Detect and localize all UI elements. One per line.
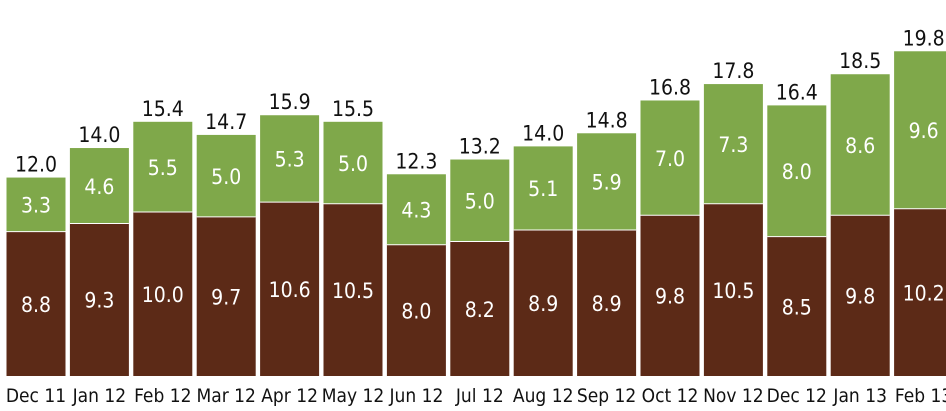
bar-value-label-bottom: 10.5 xyxy=(712,279,754,303)
bar-total-label: 16.8 xyxy=(649,75,691,99)
x-tick-label: Sep 12 xyxy=(577,385,636,407)
bar-value-label-bottom: 9.8 xyxy=(655,285,685,309)
bar-value-label-bottom: 8.9 xyxy=(592,292,622,316)
bar-value-label-top: 5.0 xyxy=(211,165,241,189)
bar-segment-top xyxy=(830,74,890,216)
bar-segment-top xyxy=(513,146,573,231)
bar-segment-top xyxy=(196,134,256,217)
bar-segment-bottom xyxy=(133,212,193,376)
bar-value-label-bottom: 8.5 xyxy=(782,295,812,319)
bar-segment-bottom xyxy=(703,203,763,376)
bar-total-label: 16.4 xyxy=(776,80,818,104)
x-tick-label: Apr 12 xyxy=(261,385,318,407)
bar-value-label-top: 5.5 xyxy=(148,156,178,180)
bar-segment-top xyxy=(386,174,446,245)
bar-segment-bottom xyxy=(386,244,446,376)
x-tick-label: Nov 12 xyxy=(703,385,764,407)
bar-total-label: 15.9 xyxy=(269,90,311,114)
bar-segment-bottom xyxy=(323,203,383,376)
bar-value-label-top: 5.9 xyxy=(592,171,622,195)
bar-value-label-top: 8.6 xyxy=(845,134,875,158)
x-tick-label: Jun 12 xyxy=(388,385,443,407)
bar-value-label-top: 3.3 xyxy=(21,194,51,218)
bar-total-label: 14.8 xyxy=(586,108,628,132)
x-tick-label: Jan 12 xyxy=(72,385,127,407)
bar-segment-bottom xyxy=(196,216,256,376)
bar-value-label-top: 5.1 xyxy=(528,177,558,201)
bar-total-label: 13.2 xyxy=(459,135,501,159)
bar-value-label-bottom: 10.6 xyxy=(269,278,311,302)
bar-segment-bottom xyxy=(260,202,320,376)
bar-segment-top xyxy=(323,121,383,204)
bar-segment-top xyxy=(640,100,700,216)
bar-value-label-top: 5.0 xyxy=(465,190,495,214)
bar-value-label-bottom: 10.5 xyxy=(332,279,374,303)
bar-segment-bottom xyxy=(894,208,946,376)
x-tick-label: Feb 13 xyxy=(895,385,946,407)
bar-total-label: 17.8 xyxy=(712,59,754,83)
x-tick-label: Feb 12 xyxy=(134,385,191,407)
bar-segment-top xyxy=(450,159,510,242)
bar-value-label-top: 4.3 xyxy=(401,199,431,223)
bar-segment-bottom xyxy=(640,215,700,376)
bar-value-label-bottom: 8.9 xyxy=(528,292,558,316)
bar-value-label-bottom: 9.3 xyxy=(84,289,114,313)
bar-total-label: 19.8 xyxy=(903,26,945,50)
bar-value-label-bottom: 10.0 xyxy=(142,283,184,307)
bar-segment-top xyxy=(703,84,763,204)
bar-segment-bottom xyxy=(450,241,510,376)
bar-value-label-top: 7.3 xyxy=(718,133,748,157)
bar-segment-bottom xyxy=(513,230,573,376)
bar-total-label: 15.5 xyxy=(332,97,374,121)
bar-value-label-top: 9.6 xyxy=(909,119,939,143)
x-tick-label: Oct 12 xyxy=(642,385,699,407)
bar-segment-bottom xyxy=(577,230,637,376)
bar-segment-top xyxy=(894,51,946,209)
x-tick-label: Dec 12 xyxy=(767,385,827,407)
bar-value-label-bottom: 9.8 xyxy=(845,285,875,309)
bar-segment-bottom xyxy=(830,215,890,376)
bar-value-label-bottom: 8.8 xyxy=(21,293,51,317)
bar-segment-top xyxy=(767,105,827,237)
bar-total-label: 12.0 xyxy=(15,153,57,177)
bar-segment-bottom xyxy=(6,231,66,376)
bar-segment-top xyxy=(577,133,637,231)
bar-segment-top xyxy=(133,121,193,212)
x-tick-label: Mar 12 xyxy=(196,385,255,407)
bar-value-label-bottom: 8.0 xyxy=(401,299,431,323)
bar-segment-top xyxy=(260,115,320,203)
bar-segment-top xyxy=(69,148,129,224)
x-tick-label: Jul 12 xyxy=(455,385,504,407)
bar-value-label-bottom: 8.2 xyxy=(465,298,495,322)
x-tick-label: Jan 13 xyxy=(832,385,887,407)
bar-value-label-top: 4.6 xyxy=(84,175,114,199)
bar-value-label-top: 5.0 xyxy=(338,152,368,176)
bar-total-label: 14.0 xyxy=(78,123,120,147)
x-tick-label: Aug 12 xyxy=(513,385,574,407)
bar-segment-bottom xyxy=(69,223,129,376)
bar-total-label: 14.7 xyxy=(205,110,247,134)
bar-value-label-bottom: 9.7 xyxy=(211,285,241,309)
bar-value-label-bottom: 10.2 xyxy=(903,281,945,305)
bar-segment-bottom xyxy=(767,236,827,376)
bar-value-label-top: 7.0 xyxy=(655,147,685,171)
bar-total-label: 18.5 xyxy=(839,49,881,73)
bar-total-label: 14.0 xyxy=(522,121,564,145)
bar-value-label-top: 5.3 xyxy=(275,148,305,172)
bar-segment-top xyxy=(6,177,66,232)
bar-value-label-top: 8.0 xyxy=(782,160,812,184)
bar-total-label: 12.3 xyxy=(395,149,437,173)
bar-total-label: 15.4 xyxy=(142,97,184,121)
x-tick-label: Dec 11 xyxy=(6,385,66,407)
x-tick-label: May 12 xyxy=(322,385,385,407)
